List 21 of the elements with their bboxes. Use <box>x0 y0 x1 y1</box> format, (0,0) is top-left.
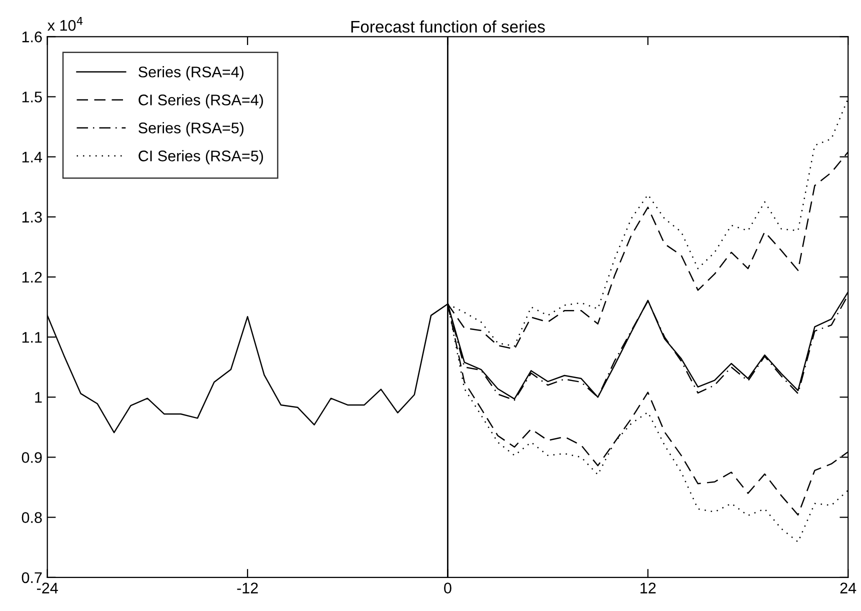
y-tick-label: 1 <box>35 392 42 403</box>
y-tick-label: 1.5 <box>22 92 42 102</box>
legend-label: Series (RSA=5) <box>138 122 244 136</box>
x-tick-label: -24 <box>36 582 58 594</box>
legend-label: Series (RSA=4) <box>138 66 244 80</box>
y-tick-label: 1.4 <box>22 152 42 162</box>
y-tick-label: 0.7 <box>22 572 42 584</box>
y-tick-label: 1.1 <box>22 332 42 343</box>
x-tick-label: 24 <box>840 582 856 594</box>
y-tick-label: 1.2 <box>22 272 42 283</box>
legend-label: CI Series (RSA=4) <box>138 94 263 108</box>
y-tick-label: 1.6 <box>22 32 42 42</box>
x-tick-label: 12 <box>640 582 656 594</box>
chart-title: Forecast function of series <box>351 20 545 33</box>
y-tick-label: 0.9 <box>22 452 42 463</box>
x-tick-label: -12 <box>237 582 258 594</box>
x-tick-label: 0 <box>444 582 452 594</box>
y-tick-label: 1.3 <box>22 212 42 223</box>
legend-label: CI Series (RSA=5) <box>138 150 263 164</box>
y-tick-label: 0.8 <box>22 512 42 523</box>
text: x 10$^{4}$ <box>48 17 83 31</box>
